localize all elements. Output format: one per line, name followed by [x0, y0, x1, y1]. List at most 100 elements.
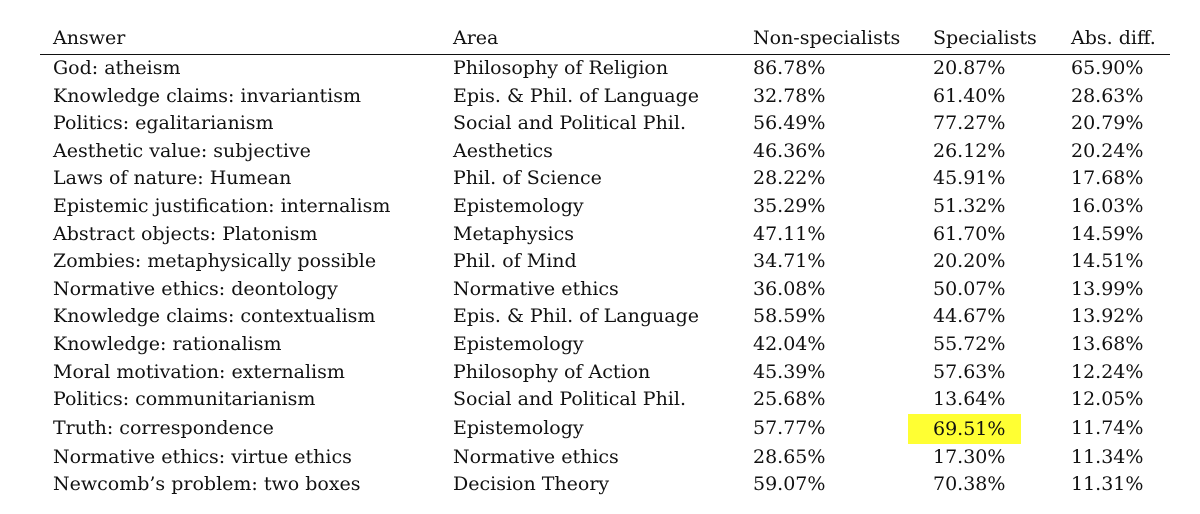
cell-area: Phil. of Mind — [453, 250, 577, 273]
cell-non-specialists: 47.11% — [753, 222, 826, 245]
cell-abs-diff: 11.74% — [1071, 416, 1144, 439]
table-row: Zombies: metaphysically possible Phil. of… — [40, 248, 1170, 276]
table-row: Epistemic justification: internalism Epis… — [40, 193, 1170, 221]
cell-answer: Newcomb’s problem: two boxes — [53, 473, 361, 496]
cell-non-specialists: 35.29% — [753, 194, 826, 217]
table-row: Knowledge: rationalism Epistemology 42.04%… — [40, 331, 1170, 359]
table-row: Abstract objects: Platonism Metaphysics 47… — [40, 221, 1170, 249]
cell-specialists: 20.87% — [933, 57, 1006, 79]
cell-answer: Aesthetic value: subjective — [53, 139, 311, 162]
cell-non-specialists: 56.49% — [753, 112, 826, 135]
table-row: Politics: communitarianism Social and Pol… — [40, 386, 1170, 414]
cell-abs-diff: 20.79% — [1071, 112, 1144, 135]
cell-area: Social and Political Phil. — [453, 112, 687, 135]
cell-area: Normative ethics — [453, 445, 619, 468]
cell-non-specialists: 46.36% — [753, 139, 826, 162]
cell-area: Metaphysics — [453, 222, 575, 245]
cell-answer: Normative ethics: virtue ethics — [53, 445, 352, 468]
cell-non-specialists: 34.71% — [753, 250, 826, 273]
header-non-specialists: Non-specialists — [753, 27, 901, 49]
cell-non-specialists: 45.39% — [753, 360, 826, 383]
table-row: God: atheism Philosophy of Religion 86.78%… — [40, 55, 1170, 83]
table-header: Answer Area Non-specialists Specialists … — [40, 22, 1170, 55]
highlighted-value: 69.51% — [908, 413, 1022, 444]
cell-area: Decision Theory — [453, 473, 610, 496]
cell-answer: Abstract objects: Platonism — [53, 222, 318, 245]
cell-non-specialists: 42.04% — [753, 332, 826, 355]
cell-answer: Knowledge: rationalism — [53, 332, 282, 355]
cell-specialists: 55.72% — [933, 332, 1006, 355]
cell-abs-diff: 14.59% — [1071, 222, 1144, 245]
cell-answer: Knowledge claims: contextualism — [53, 305, 376, 328]
cell-abs-diff: 11.31% — [1071, 473, 1144, 496]
table-body: God: atheism Philosophy of Religion 86.78%… — [40, 55, 1170, 499]
cell-abs-diff: 12.24% — [1071, 360, 1144, 383]
cell-answer: Zombies: metaphysically possible — [53, 250, 377, 273]
cell-area: Phil. of Science — [453, 167, 602, 190]
cell-specialists: 70.38% — [933, 473, 1006, 496]
cell-area: Social and Political Phil. — [453, 388, 687, 411]
table-row: Newcomb’s problem: two boxes Decision The… — [40, 471, 1170, 499]
table-row: Normative ethics: deontology Normative et… — [40, 276, 1170, 304]
cell-area: Epistemology — [453, 332, 584, 355]
cell-area: Philosophy of Religion — [453, 57, 669, 79]
cell-answer: Politics: egalitarianism — [53, 112, 274, 135]
table-row: Aesthetic value: subjective Aesthetics 46.… — [40, 138, 1170, 166]
table-row: Moral motivation: externalism Philosophy … — [40, 359, 1170, 387]
cell-specialists: 17.30% — [933, 445, 1006, 468]
cell-non-specialists: 86.78% — [753, 57, 826, 79]
cell-specialists: 69.51% — [908, 413, 1058, 444]
cell-area: Epistemology — [453, 194, 584, 217]
cell-abs-diff: 14.51% — [1071, 250, 1144, 273]
header-abs-diff: Abs. diff. — [1071, 27, 1156, 49]
cell-non-specialists: 28.65% — [753, 445, 826, 468]
cell-non-specialists: 58.59% — [753, 305, 826, 328]
cell-specialists: 61.70% — [933, 222, 1006, 245]
cell-non-specialists: 36.08% — [753, 277, 826, 300]
header-answer: Answer — [53, 27, 126, 49]
cell-answer: God: atheism — [53, 57, 181, 79]
cell-abs-diff: 28.63% — [1071, 84, 1144, 107]
header-row: Answer Area Non-specialists Specialists … — [40, 22, 1170, 55]
cell-answer: Knowledge claims: invariantism — [53, 84, 361, 107]
table-row: Knowledge claims: invariantism Epis. & Ph… — [40, 83, 1170, 111]
cell-specialists: 51.32% — [933, 194, 1006, 217]
header-area: Area — [453, 27, 499, 49]
cell-area: Epis. & Phil. of Language — [453, 305, 699, 328]
cell-specialists: 26.12% — [933, 139, 1006, 162]
cell-non-specialists: 28.22% — [753, 167, 826, 190]
cell-specialists: 13.64% — [933, 388, 1006, 411]
cell-abs-diff: 20.24% — [1071, 139, 1144, 162]
cell-specialists: 50.07% — [933, 277, 1006, 300]
cell-answer: Epistemic justification: internalism — [53, 194, 391, 217]
cell-specialists: 77.27% — [933, 112, 1006, 135]
cell-abs-diff: 16.03% — [1071, 194, 1144, 217]
cell-abs-diff: 12.05% — [1071, 388, 1144, 411]
cell-answer: Laws of nature: Humean — [53, 167, 292, 190]
cell-area: Normative ethics — [453, 277, 619, 300]
cell-specialists: 57.63% — [933, 360, 1006, 383]
cell-abs-diff: 13.68% — [1071, 332, 1144, 355]
cell-abs-diff: 65.90% — [1071, 57, 1144, 79]
cell-specialists: 44.67% — [933, 305, 1006, 328]
table-row: Truth: correspondence Epistemology 57.77% 6… — [40, 413, 1170, 444]
table-row: Laws of nature: Humean Phil. of Science 28… — [40, 165, 1170, 193]
cell-area: Philosophy of Action — [453, 360, 651, 383]
table-row: Normative ethics: virtue ethics Normative… — [40, 444, 1170, 472]
table-row: Politics: egalitarianism Social and Polit… — [40, 110, 1170, 138]
cell-specialists: 20.20% — [933, 250, 1006, 273]
cell-area: Epis. & Phil. of Language — [453, 84, 699, 107]
cell-non-specialists: 32.78% — [753, 84, 826, 107]
cell-area: Aesthetics — [453, 139, 553, 162]
cell-abs-diff: 17.68% — [1071, 167, 1144, 190]
results-table: Answer Area Non-specialists Specialists … — [40, 22, 1170, 499]
cell-answer: Truth: correspondence — [53, 416, 274, 439]
cell-answer: Politics: communitarianism — [53, 388, 316, 411]
cell-non-specialists: 57.77% — [753, 416, 826, 439]
cell-abs-diff: 11.34% — [1071, 445, 1144, 468]
header-specialists: Specialists — [933, 27, 1037, 49]
cell-non-specialists: 59.07% — [753, 473, 826, 496]
cell-non-specialists: 25.68% — [753, 388, 826, 411]
cell-abs-diff: 13.92% — [1071, 305, 1144, 328]
cell-answer: Moral motivation: externalism — [53, 360, 345, 383]
